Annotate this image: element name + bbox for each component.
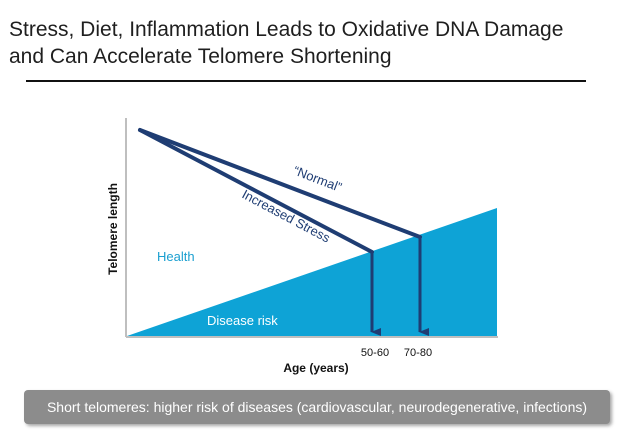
y-axis-label: Telomere length xyxy=(106,183,120,275)
stress-label: Increased Stress xyxy=(240,187,334,246)
marker-70-80: 70-80 xyxy=(404,347,432,359)
normal-line xyxy=(138,128,422,239)
stress-line xyxy=(138,128,374,254)
caption-banner: Short telomeres: higher risk of diseases… xyxy=(24,390,610,424)
title-line-1: Stress, Diet, Inflammation Leads to Oxid… xyxy=(9,18,564,41)
health-label: Health xyxy=(157,249,195,264)
title-divider xyxy=(26,80,586,82)
x-axis-label: Age (years) xyxy=(283,361,348,375)
slide-title: Stress, Diet, Inflammation Leads to Oxid… xyxy=(9,16,629,70)
disease-risk-label: Disease risk xyxy=(207,313,278,328)
title-line-2: and Can Accelerate Telomere Shortening xyxy=(9,45,392,68)
marker-50-60: 50-60 xyxy=(361,347,389,359)
caption-text: Short telomeres: higher risk of diseases… xyxy=(46,399,588,415)
disease-risk-area xyxy=(127,208,497,336)
